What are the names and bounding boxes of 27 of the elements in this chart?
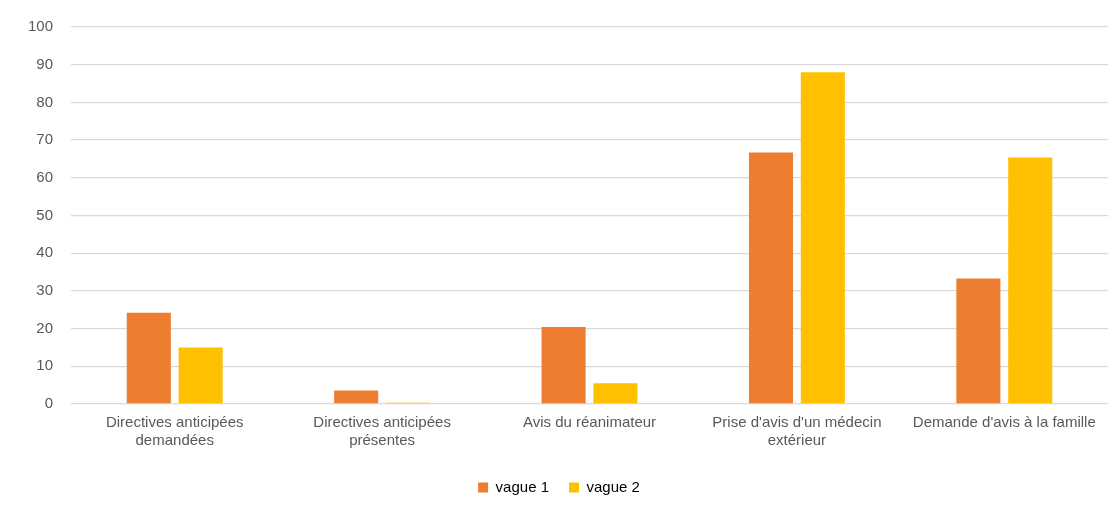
- bar: [178, 347, 223, 404]
- y-tick-label: 90: [36, 54, 54, 72]
- x-tick-label: Directives anticipées présentes: [313, 413, 451, 449]
- bar: [800, 72, 845, 404]
- bar: [126, 312, 171, 404]
- y-tick-label: 30: [36, 281, 54, 299]
- x-tick-label: Avis du réanimateur: [522, 413, 657, 431]
- y-tick-label: 100: [28, 17, 54, 35]
- x-tick-label: Demande d'avis à la famille: [912, 413, 1096, 431]
- legend-label: vague 2: [586, 477, 640, 495]
- y-tick-label: 80: [36, 92, 54, 110]
- bar: [541, 327, 586, 404]
- bar: [748, 152, 794, 404]
- bar: [956, 278, 1001, 404]
- y-tick-label: 70: [36, 130, 54, 148]
- y-tick-label: 0: [44, 394, 54, 412]
- legend-label: vague 1: [495, 477, 550, 495]
- x-tick-label: Directives anticipées demandées: [105, 413, 244, 449]
- bar: [593, 383, 638, 404]
- y-tick-label: 60: [36, 167, 54, 185]
- y-tick-label: 20: [36, 318, 54, 336]
- bar: [1008, 157, 1053, 404]
- bar: [334, 390, 379, 404]
- y-tick-label: 10: [36, 356, 54, 374]
- y-tick-label: 50: [36, 205, 54, 223]
- y-tick-label: 40: [36, 243, 54, 261]
- x-tick-label: Prise d'avis d'un médecin extérieur: [712, 413, 882, 449]
